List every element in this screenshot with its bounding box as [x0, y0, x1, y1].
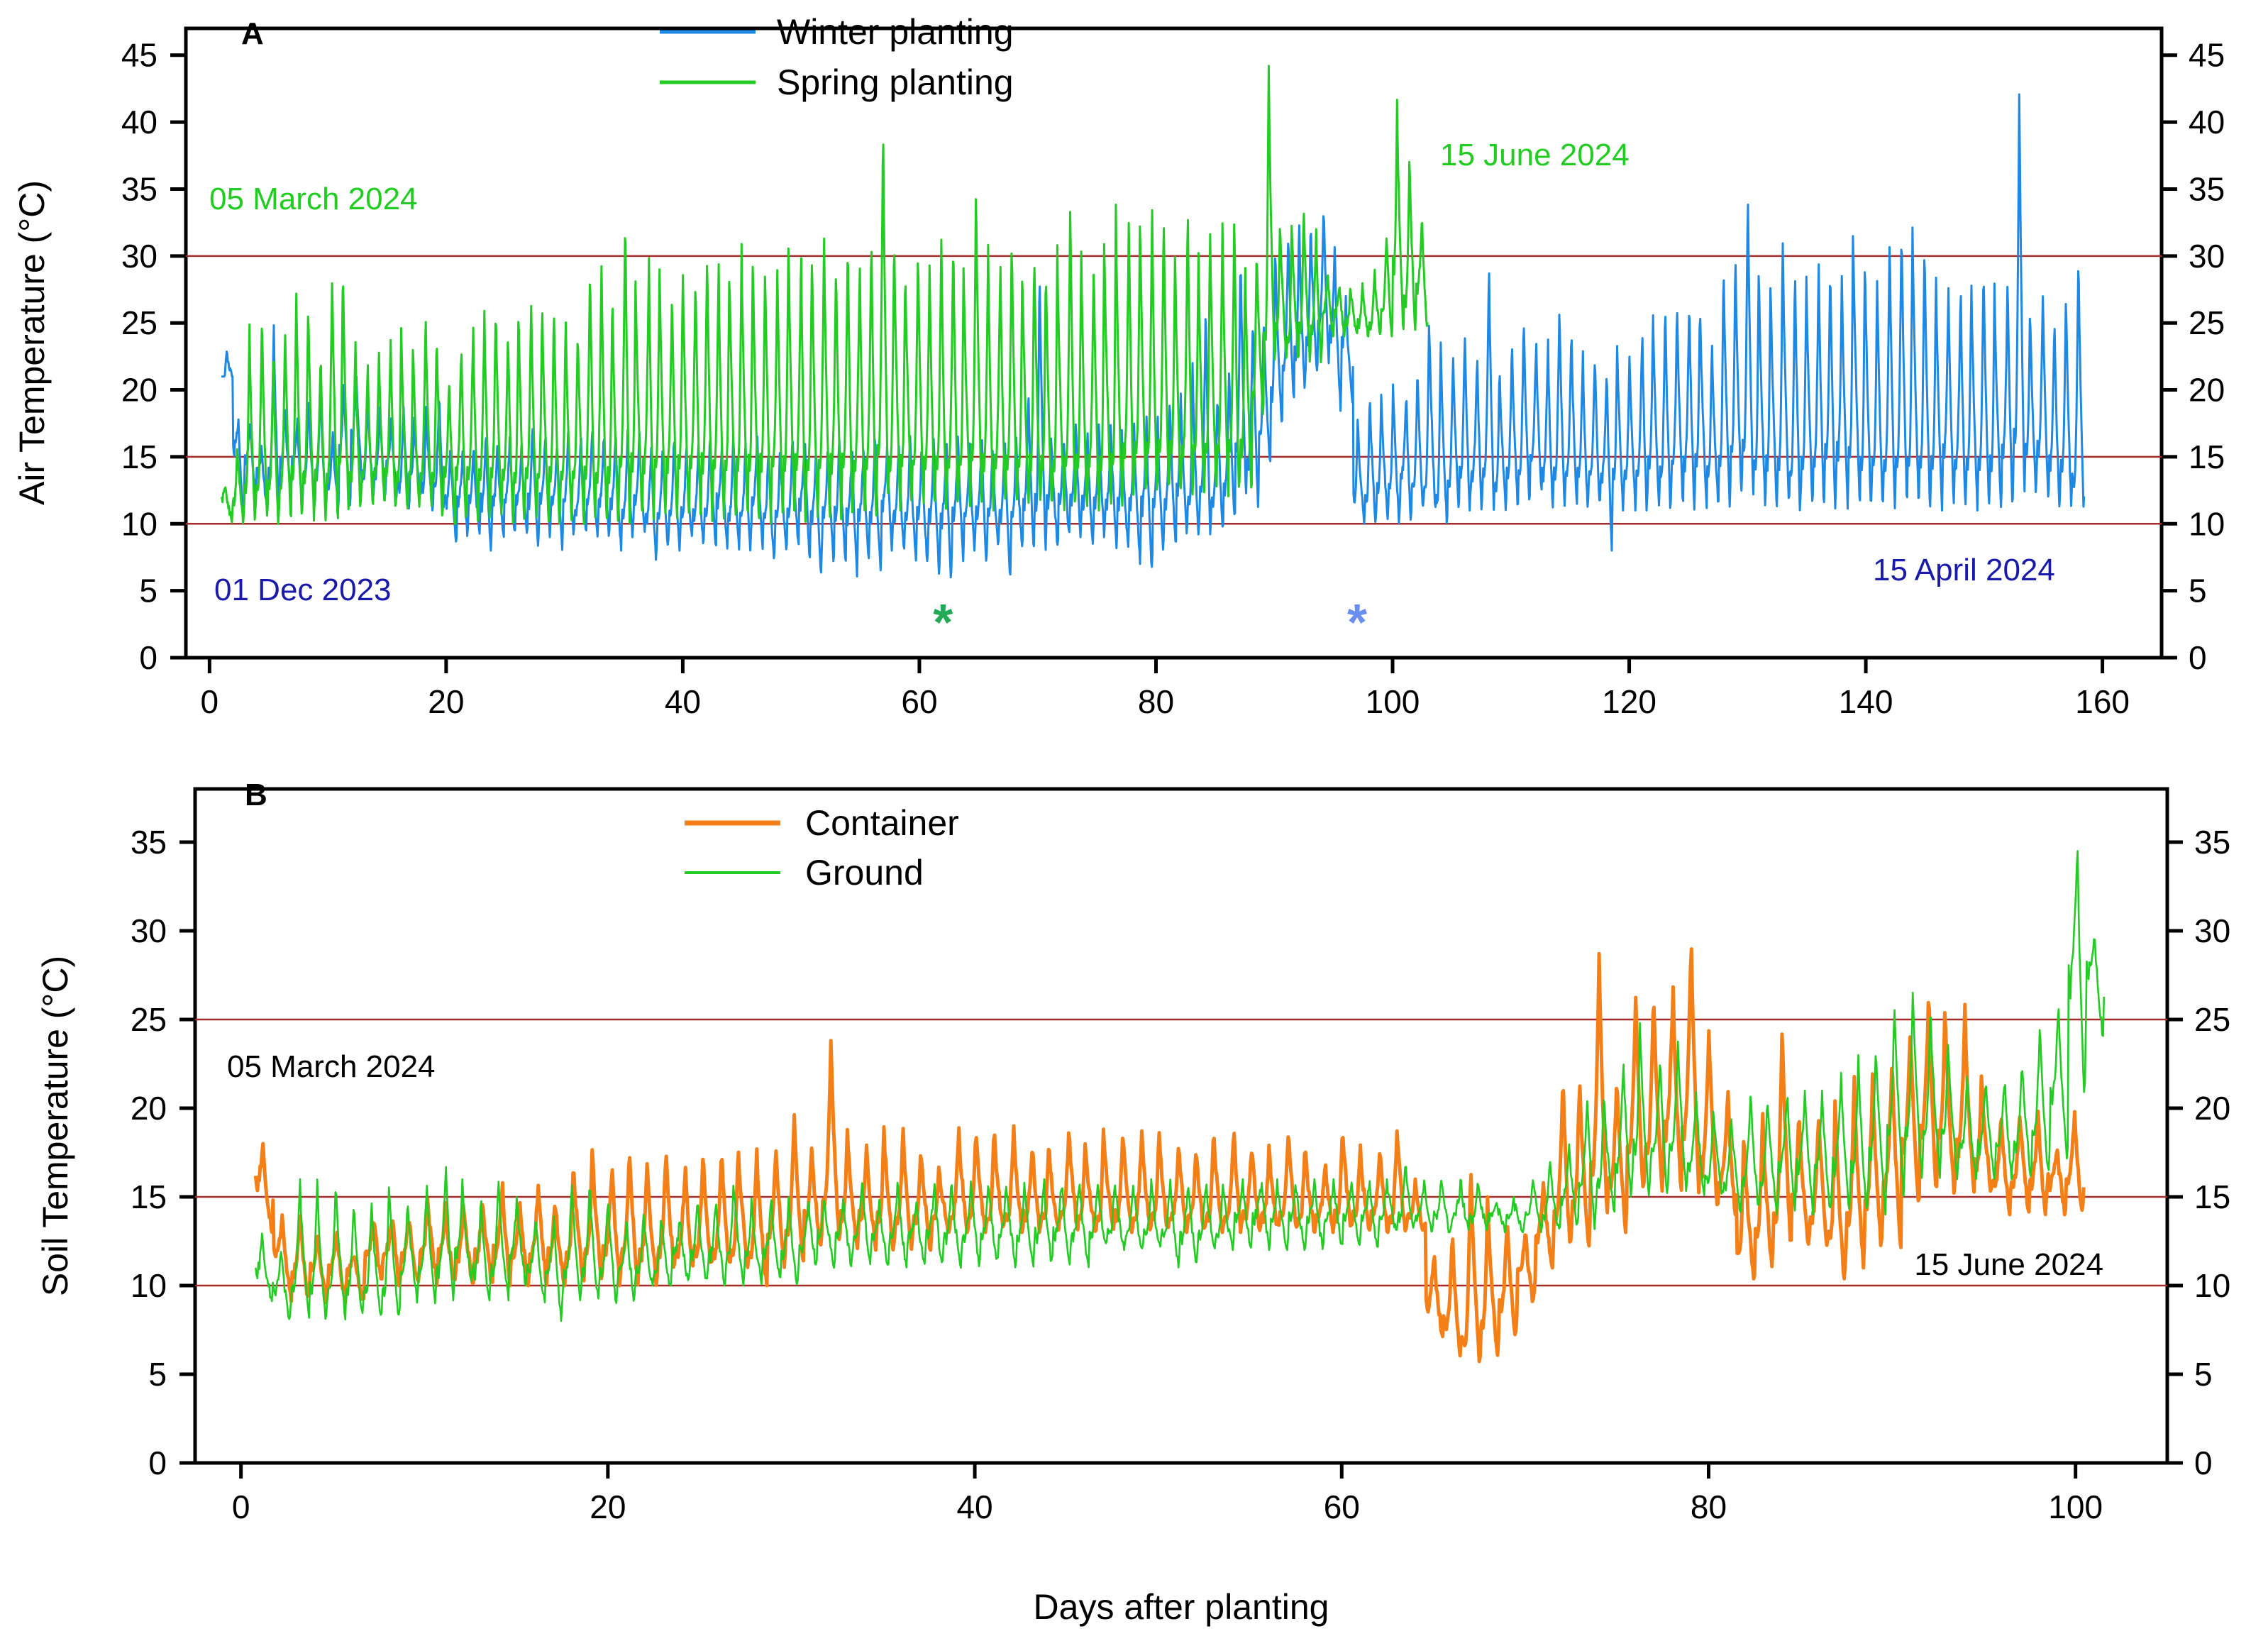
y-tick-label-left: 0: [148, 1444, 167, 1481]
annotation-end: 15 June 2024: [1914, 1247, 2103, 1282]
x-tick-label: 100: [2048, 1488, 2103, 1525]
y-tick-label-right: 35: [2194, 824, 2230, 861]
x-tick-label: 0: [232, 1488, 250, 1525]
x-axis-title: Days after planting: [1034, 1587, 1329, 1627]
legend-label-winter-planting: Winter planting: [777, 12, 1014, 52]
y-tick-label-right: 15: [2189, 438, 2225, 475]
y-tick-label-left: 30: [131, 912, 167, 949]
x-tick-label: 80: [1138, 683, 1174, 720]
y-tick-label-right: 5: [2189, 573, 2207, 609]
y-tick-label-right: 35: [2189, 170, 2225, 207]
x-tick-label: 40: [956, 1488, 992, 1525]
series-line-ground: [255, 850, 2106, 1322]
y-tick-label-left: 45: [121, 37, 157, 74]
panel-a-series: [220, 65, 2086, 579]
x-tick-label: 20: [590, 1488, 626, 1525]
y-tick-label-left: 0: [139, 639, 157, 676]
x-tick-label: 40: [665, 683, 701, 720]
panel-b-series: [253, 850, 2106, 1364]
panel-a-y-axis-title: Air Temperature (°C): [12, 180, 52, 505]
y-tick-label-left: 30: [121, 238, 157, 275]
legend-label-container: Container: [805, 803, 959, 843]
annotation-start-winter: 01 Dec 2023: [214, 573, 392, 607]
panel-b-y-axis-title: Soil Temperature (°C): [35, 956, 75, 1296]
annotation-end-spring: 15 June 2024: [1440, 138, 1630, 172]
y-tick-label-left: 20: [131, 1090, 167, 1127]
y-tick-label-left: 5: [139, 573, 157, 609]
x-tick-label: 120: [1602, 683, 1656, 720]
y-tick-label-right: 30: [2194, 912, 2230, 949]
panel-a-legend: Winter planting Spring planting: [660, 12, 1014, 102]
y-tick-label-right: 40: [2189, 104, 2225, 140]
x-tick-label: 100: [1366, 683, 1420, 720]
y-tick-label-left: 15: [131, 1178, 167, 1215]
series-line-container: [253, 947, 2086, 1364]
y-tick-label-right: 20: [2189, 372, 2225, 409]
y-tick-label-right: 25: [2194, 1001, 2230, 1038]
panel-b-label: B: [245, 778, 267, 812]
panel-b-ticks: 0 20 40 60 80 100 0 0 5 5 10 10 15 15 20 20 25 25 30 30 35 35: [131, 824, 2230, 1525]
panel-b-plot-frame: [193, 787, 2169, 1465]
y-tick-label-left: 10: [121, 505, 157, 542]
significance-marker-spring: *: [933, 595, 953, 651]
legend-label-ground: Ground: [805, 853, 924, 893]
y-tick-label-left: 5: [148, 1356, 167, 1393]
x-tick-label: 140: [1839, 683, 1893, 720]
y-tick-label-right: 45: [2189, 37, 2225, 74]
y-tick-label-right: 20: [2194, 1090, 2230, 1127]
x-tick-label: 60: [901, 683, 937, 720]
panel-a-plot-frame: [184, 26, 2164, 660]
panel-b: 0 20 40 60 80 100 0 0 5 5 10 10 15 15 20 20 25 25 30 30 35 35…: [35, 778, 2230, 1627]
panel-a-ticks: 0 20 40 60 80 100 120 140 160 0 0 5 5 10 10 15 15 20 20 25 2…: [121, 37, 2225, 720]
y-tick-label-left: 35: [131, 824, 167, 861]
x-tick-label: 0: [201, 683, 219, 720]
panel-b-legend: Container Ground: [685, 803, 959, 893]
y-tick-label-right: 5: [2194, 1356, 2213, 1393]
y-tick-label-right: 0: [2194, 1444, 2213, 1481]
annotation-start: 05 March 2024: [227, 1049, 436, 1084]
x-tick-label: 20: [428, 683, 464, 720]
y-tick-label-left: 10: [131, 1267, 167, 1304]
y-tick-label-right: 10: [2189, 505, 2225, 542]
annotation-end-winter: 15 April 2024: [1873, 553, 2055, 587]
x-tick-label: 80: [1691, 1488, 1727, 1525]
panel-a: 0 20 40 60 80 100 120 140 160 0 0 5 5 10 10 15 15 20 20 25 2…: [12, 12, 2225, 720]
y-tick-label-right: 0: [2189, 639, 2207, 676]
x-tick-label: 160: [2075, 683, 2130, 720]
y-tick-label-left: 25: [121, 304, 157, 341]
series-line-winter-planting: [221, 93, 2086, 579]
legend-label-spring-planting: Spring planting: [777, 62, 1014, 102]
y-tick-label-right: 30: [2189, 238, 2225, 275]
y-tick-label-right: 25: [2189, 304, 2225, 341]
y-tick-label-left: 20: [121, 372, 157, 409]
x-tick-label: 60: [1324, 1488, 1360, 1525]
series-line-spring-planting: [220, 65, 1429, 525]
annotation-start-spring: 05 March 2024: [209, 182, 418, 216]
y-tick-label-left: 15: [121, 438, 157, 475]
y-tick-label-left: 35: [121, 170, 157, 207]
y-tick-label-right: 15: [2194, 1178, 2230, 1215]
significance-marker-winter: *: [1347, 595, 1367, 651]
y-tick-label-right: 10: [2194, 1267, 2230, 1304]
y-tick-label-left: 25: [131, 1001, 167, 1038]
panel-a-label: A: [241, 16, 264, 51]
y-tick-label-left: 40: [121, 104, 157, 140]
